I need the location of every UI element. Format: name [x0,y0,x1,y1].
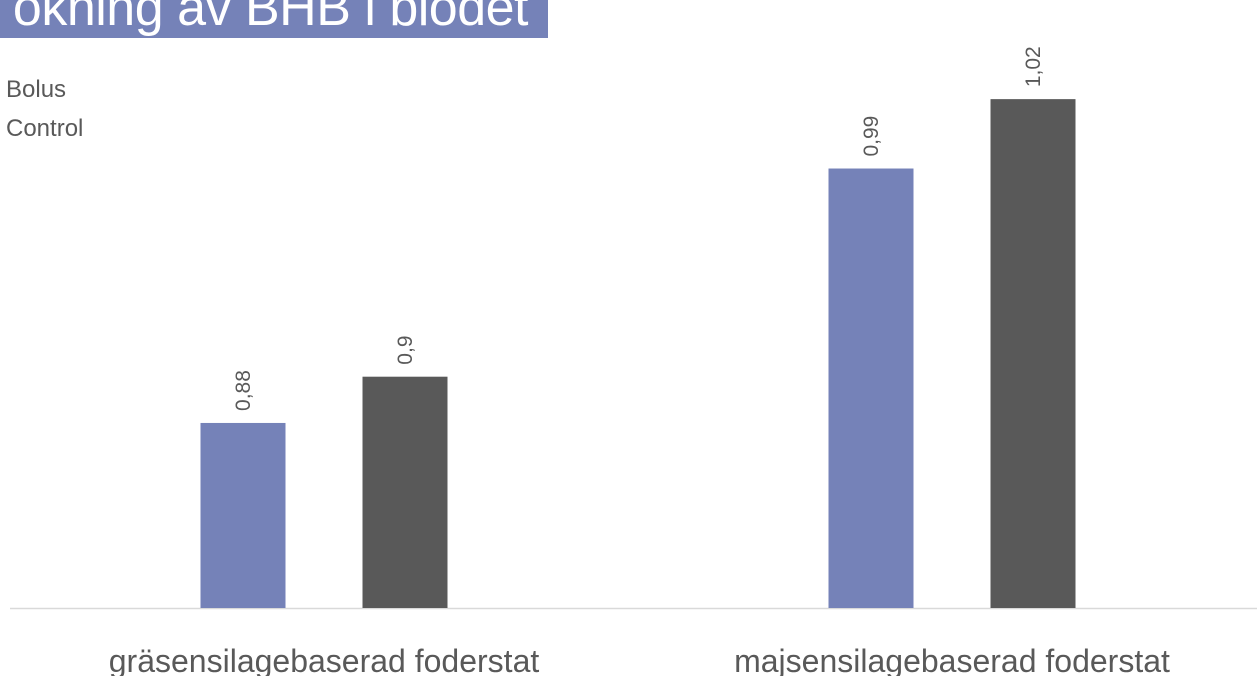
data-label-bolus-1: 0,99 [860,116,883,157]
data-label-control-1: 1,02 [1022,46,1045,87]
data-label-bolus-0: 0,88 [232,370,255,411]
legend-item-control: Control [6,115,84,142]
chart-title: ökning av BHB i blodet [12,0,529,37]
bar-bolus-1 [828,168,914,609]
category-label-0: gräsensilagebaserad foderstat [109,643,540,676]
data-label-control-0: 0,9 [394,335,417,364]
title-banner: ökning av BHB i blodet [0,0,548,38]
bar-control-0 [362,376,448,608]
category-label-1: majsensilagebaserad foderstat [734,643,1170,676]
bar-control-1 [990,99,1076,608]
legend-item-bolus: Bolus [6,76,67,103]
bar-bolus-0 [200,422,286,608]
